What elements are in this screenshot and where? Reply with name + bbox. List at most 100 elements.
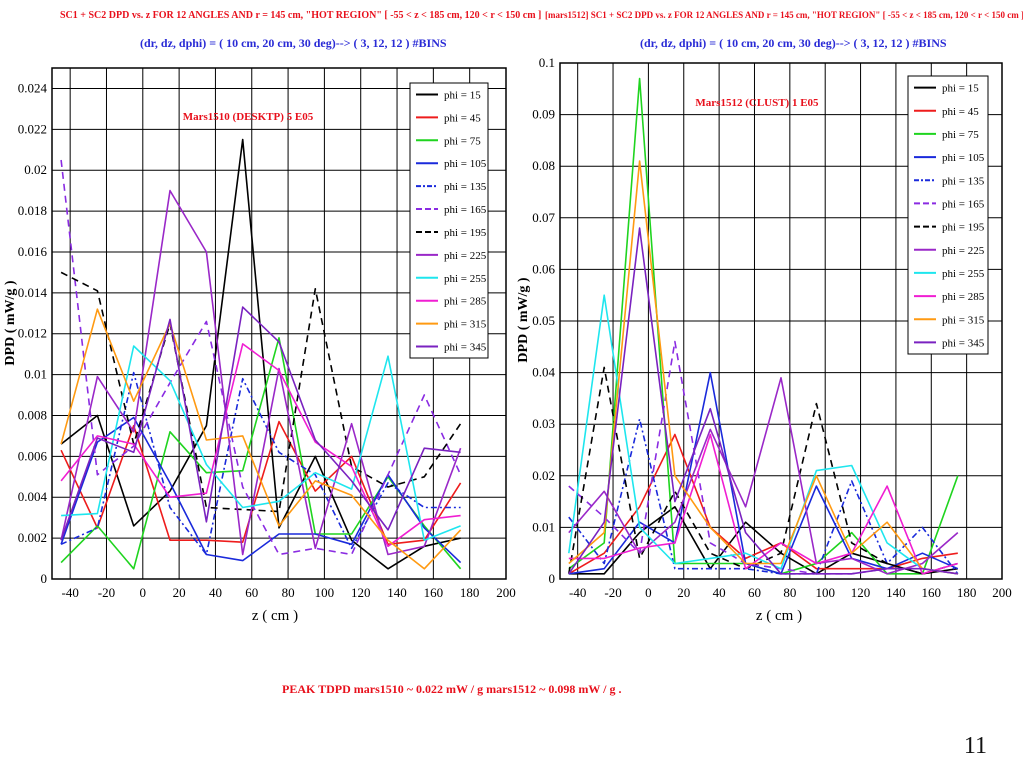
y-tick-label: 0.02 bbox=[532, 468, 555, 483]
series-line bbox=[60, 159, 462, 556]
y-tick-label: 0 bbox=[549, 571, 556, 586]
y-tick-label: 0.006 bbox=[18, 448, 48, 463]
x-tick-label: 180 bbox=[957, 585, 977, 600]
x-tick-label: 140 bbox=[387, 585, 407, 600]
series-line bbox=[60, 308, 462, 570]
x-tick-label: 80 bbox=[282, 585, 295, 600]
legend-label: phi = 315 bbox=[942, 314, 985, 326]
series-line bbox=[60, 189, 462, 556]
left-title: SC1 + SC2 DPD vs. z FOR 12 ANGLES AND r … bbox=[60, 10, 542, 21]
plot-frame bbox=[51, 67, 507, 580]
legend-label: phi = 165 bbox=[942, 198, 985, 210]
chart-annotation: Mars1510 (DESKTP) 5 E05 bbox=[183, 111, 314, 123]
left-bins: (dr, dz, dphi) = ( 10 cm, 20 cm, 30 deg)… bbox=[140, 36, 447, 50]
x-tick-label: -20 bbox=[604, 585, 621, 600]
legend-box bbox=[907, 75, 989, 355]
series-line bbox=[568, 366, 959, 575]
legend-label: phi = 15 bbox=[444, 89, 481, 101]
x-axis-label: z ( cm ) bbox=[252, 608, 298, 624]
x-tick-label: 100 bbox=[815, 585, 835, 600]
legend-label: phi = 15 bbox=[942, 83, 979, 95]
series-line bbox=[568, 376, 959, 575]
y-tick-label: 0.02 bbox=[24, 162, 47, 177]
legend-label: phi = 195 bbox=[942, 222, 985, 234]
legend-label: phi = 45 bbox=[444, 112, 481, 124]
page-number: 11 bbox=[963, 733, 987, 759]
series-line bbox=[60, 138, 461, 570]
legend-label: phi = 165 bbox=[444, 204, 487, 216]
y-tick-label: 0.014 bbox=[18, 285, 48, 300]
series-line bbox=[568, 340, 958, 575]
y-axis-label: DPD ( mW/g ) bbox=[3, 280, 18, 365]
right-title: [mars1512] SC1 + SC2 DPD vs. z FOR 12 AN… bbox=[545, 10, 1023, 20]
y-tick-label: 0.022 bbox=[18, 121, 47, 136]
legend-label: phi = 255 bbox=[444, 273, 487, 285]
y-tick-label: 0.08 bbox=[532, 158, 555, 173]
x-tick-label: -20 bbox=[98, 585, 115, 600]
x-tick-label: 40 bbox=[713, 585, 726, 600]
series-line bbox=[60, 343, 461, 548]
y-tick-label: 0.024 bbox=[18, 80, 48, 95]
x-tick-label: 20 bbox=[173, 585, 186, 600]
y-tick-label: 0.05 bbox=[532, 313, 555, 328]
x-tick-label: 120 bbox=[851, 585, 871, 600]
legend-label: phi = 345 bbox=[942, 337, 985, 349]
y-tick-label: 0.09 bbox=[532, 107, 555, 122]
series-line bbox=[568, 371, 959, 575]
series-line bbox=[60, 271, 462, 513]
legend-label: phi = 195 bbox=[444, 227, 487, 239]
x-tick-label: 180 bbox=[460, 585, 480, 600]
x-tick-label: 100 bbox=[315, 585, 335, 600]
legend-box bbox=[409, 82, 489, 359]
y-axis-label: DPD ( mW/g ) bbox=[516, 277, 531, 362]
chart-annotation: Mars1512 (CLUST) 1 E05 bbox=[695, 97, 819, 109]
x-tick-label: 0 bbox=[140, 585, 147, 600]
legend-label: phi = 285 bbox=[444, 296, 487, 308]
x-tick-label: 140 bbox=[886, 585, 906, 600]
series-line bbox=[568, 227, 958, 575]
y-tick-label: 0 bbox=[41, 571, 48, 586]
legend-label: phi = 285 bbox=[942, 291, 985, 303]
x-tick-label: -40 bbox=[61, 585, 78, 600]
legend-label: phi = 255 bbox=[942, 268, 985, 280]
x-tick-label: -40 bbox=[569, 585, 586, 600]
y-tick-label: 0.06 bbox=[532, 261, 555, 276]
y-tick-label: 0.03 bbox=[532, 416, 555, 431]
x-tick-label: 20 bbox=[677, 585, 690, 600]
plot-frame bbox=[559, 62, 1003, 580]
series-line bbox=[568, 418, 959, 575]
right-bins: (dr, dz, dphi) = ( 10 cm, 20 cm, 30 deg)… bbox=[640, 36, 947, 50]
x-tick-label: 60 bbox=[245, 585, 258, 600]
y-tick-label: 0.04 bbox=[532, 365, 555, 380]
legend-label: phi = 105 bbox=[444, 158, 487, 170]
peak-footer: PEAK TDPD mars1510 ~ 0.022 mW / g mars15… bbox=[282, 682, 622, 696]
x-tick-label: 200 bbox=[496, 585, 516, 600]
y-tick-label: 0.018 bbox=[18, 203, 47, 218]
x-axis-label: z ( cm ) bbox=[756, 608, 802, 624]
legend-label: phi = 225 bbox=[444, 250, 487, 262]
y-tick-label: 0.012 bbox=[18, 326, 47, 341]
x-tick-label: 160 bbox=[922, 585, 942, 600]
legend-label: phi = 135 bbox=[942, 175, 985, 187]
legend-label: phi = 75 bbox=[942, 129, 979, 141]
x-tick-label: 60 bbox=[748, 585, 761, 600]
legend-label: phi = 75 bbox=[444, 135, 481, 147]
x-tick-label: 160 bbox=[424, 585, 444, 600]
y-tick-label: 0.1 bbox=[539, 55, 555, 70]
x-tick-label: 0 bbox=[645, 585, 652, 600]
x-tick-label: 200 bbox=[992, 585, 1012, 600]
legend-label: phi = 225 bbox=[942, 245, 985, 257]
legend-label: phi = 105 bbox=[942, 152, 985, 164]
series-line bbox=[60, 306, 461, 541]
y-tick-label: 0.002 bbox=[18, 530, 47, 545]
x-tick-label: 40 bbox=[209, 585, 222, 600]
x-tick-label: 80 bbox=[783, 585, 796, 600]
y-tick-label: 0.008 bbox=[18, 407, 47, 422]
legend-label: phi = 315 bbox=[444, 319, 487, 331]
legend-label: phi = 45 bbox=[942, 106, 979, 118]
y-tick-label: 0.016 bbox=[18, 244, 48, 259]
series-line bbox=[568, 294, 958, 575]
y-tick-label: 0.01 bbox=[532, 519, 555, 534]
legend-label: phi = 135 bbox=[444, 181, 487, 193]
